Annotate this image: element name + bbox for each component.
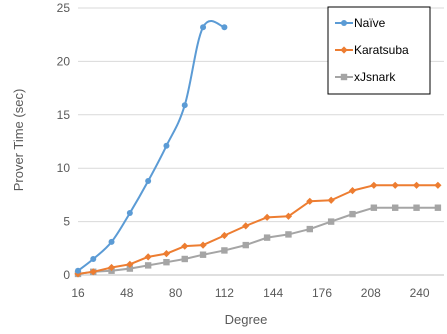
tick-labels: 0 5 10 15 20 25 16 48 80 112 144 176 208 240: [57, 1, 430, 300]
y-tick-label: 10: [57, 161, 71, 175]
data-point-na-ve: [145, 178, 152, 185]
legend-marker-xjsnark: [340, 73, 348, 81]
legend-item-xjsnark: xJsnark: [335, 70, 396, 84]
x-tick-label: 112: [215, 286, 234, 300]
legend-marker-na-ve: [341, 20, 347, 26]
data-point-karatsuba: [144, 253, 152, 261]
data-point-xjsnark: [349, 210, 356, 218]
series-line-na-ve: [77, 20, 225, 272]
data-point-xjsnark: [221, 247, 228, 254]
series-group: [74, 20, 442, 278]
legend-item-karatsuba: Karatsuba: [335, 43, 409, 57]
data-point-karatsuba: [126, 260, 134, 268]
data-point-karatsuba: [220, 231, 228, 240]
data-point-karatsuba: [391, 181, 399, 189]
legend-label-karatsuba: Karatsuba: [354, 43, 409, 57]
data-point-xjsnark: [199, 251, 207, 258]
legend-marker-karatsuba: [340, 46, 348, 54]
data-point-karatsuba: [284, 212, 293, 220]
y-tick-label: 15: [57, 108, 71, 122]
data-point-karatsuba: [306, 197, 314, 205]
data-point-na-ve: [181, 102, 188, 109]
series-na-ve: [75, 20, 228, 274]
data-point-na-ve: [200, 24, 207, 31]
data-point-xjsnark: [126, 265, 134, 272]
x-tick-label: 144: [263, 286, 283, 300]
data-point-karatsuba: [412, 181, 421, 189]
data-point-na-ve: [221, 24, 228, 31]
data-point-xjsnark: [144, 262, 152, 269]
data-point-karatsuba: [327, 196, 335, 204]
data-point-karatsuba: [107, 263, 116, 272]
data-point-xjsnark: [327, 218, 335, 225]
y-tick-label: 20: [57, 54, 71, 68]
data-point-na-ve: [108, 238, 115, 245]
x-tick-label: 80: [169, 286, 183, 300]
data-point-xjsnark: [285, 231, 292, 238]
data-point-karatsuba: [199, 241, 207, 249]
data-point-xjsnark: [263, 234, 271, 241]
data-point-xjsnark: [434, 204, 442, 211]
x-axis-title: Degree: [225, 312, 268, 327]
data-point-karatsuba: [162, 250, 171, 258]
x-tick-label: 176: [312, 286, 332, 300]
series-karatsuba: [74, 181, 442, 278]
series-line-karatsuba: [77, 184, 438, 275]
data-point-xjsnark: [392, 204, 399, 211]
y-axis-title: Prover Time (sec): [11, 89, 26, 192]
data-point-xjsnark: [413, 204, 420, 211]
legend: Naïve Karatsuba xJsnark: [327, 6, 431, 95]
data-point-xjsnark: [370, 204, 378, 211]
x-tick-label: 240: [410, 286, 430, 300]
data-point-karatsuba: [89, 268, 97, 276]
data-point-xjsnark: [181, 255, 188, 263]
x-tick-label: 208: [361, 286, 381, 300]
legend-label-xjsnark: xJsnark: [354, 70, 396, 84]
x-tick-label: 48: [120, 286, 134, 300]
series-xjsnark: [74, 204, 442, 278]
data-point-na-ve: [126, 210, 133, 217]
data-point-na-ve: [163, 142, 170, 149]
y-tick-label: 5: [63, 215, 70, 229]
y-tick-label: 0: [63, 268, 70, 282]
data-point-na-ve: [90, 255, 97, 262]
data-point-xjsnark: [163, 258, 170, 266]
y-tick-label: 25: [57, 1, 71, 15]
data-point-karatsuba: [263, 213, 271, 221]
data-point-xjsnark: [306, 225, 313, 233]
data-point-karatsuba: [181, 242, 189, 250]
x-tick-label: 16: [71, 286, 85, 300]
data-point-na-ve: [75, 267, 81, 274]
data-point-karatsuba: [242, 222, 250, 230]
data-point-karatsuba: [348, 187, 357, 195]
data-point-karatsuba: [434, 181, 442, 189]
legend-label-na-ve: Naïve: [354, 16, 386, 30]
legend-item-na-ve: Naïve: [335, 16, 386, 30]
data-point-karatsuba: [370, 181, 378, 189]
data-point-xjsnark: [242, 241, 249, 249]
